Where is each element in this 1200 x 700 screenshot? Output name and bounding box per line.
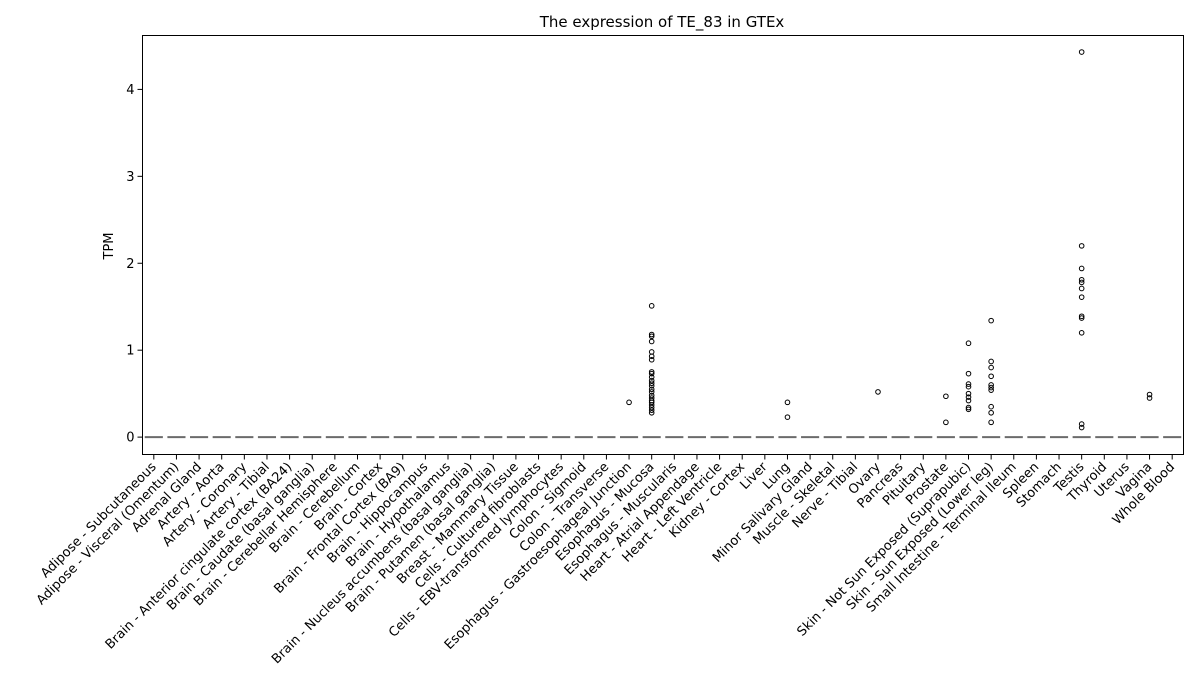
outlier-point [648,392,655,399]
outlier-point [648,404,655,411]
outlier-point [1078,285,1085,292]
outlier-point [1146,391,1153,398]
outlier-point [648,331,655,338]
outlier-point [648,389,655,395]
outlier-point [988,364,994,371]
outlier-point [965,390,972,397]
outlier-point [648,399,655,406]
outlier-point [1078,265,1085,272]
outlier-point [965,394,972,400]
outlier-point [648,380,655,387]
y-tick-label: 2 [126,257,134,272]
plot-frame [142,35,1184,455]
outlier-point [988,419,994,426]
y-axis: 0 1 2 3 4 [126,83,143,446]
y-axis-label: TPM [102,233,117,261]
outlier-point [965,383,972,390]
outlier-point [648,338,655,345]
outlier-point [965,406,972,413]
outlier-point [965,340,972,347]
outlier-point [1146,395,1153,401]
outlier-point [943,419,949,426]
y-tick-label: 3 [126,170,134,185]
outlier-point [965,381,972,387]
chart-title: The expression of TE_83 in GTEx [539,13,785,32]
outlier-point [648,407,655,413]
outlier-point [988,317,994,324]
y-tick-label: 1 [126,344,134,359]
outlier-point [626,399,632,406]
outlier-point [988,403,994,410]
outlier-point [1078,315,1085,321]
outlier-point [648,386,655,393]
outlier-point [965,370,972,377]
outlier-point [1078,313,1085,320]
outlier-point [648,333,655,340]
outlier-point [648,303,655,309]
outlier-point [988,387,994,393]
outlier-point [648,353,655,360]
outlier-point [1078,294,1085,300]
y-tick-label: 0 [126,431,134,446]
outlier-point [784,399,791,406]
outlier-point [648,402,655,408]
outlier-point [1078,243,1085,249]
outlier-point [988,358,994,365]
outlier-point [1078,421,1085,427]
outlier-point [648,383,655,389]
outlier-point [988,373,994,380]
outlier-point [875,389,881,395]
outlier-point [648,369,655,375]
outlier-point [943,393,949,400]
outlier-point [648,374,655,380]
outlier-point [1078,49,1085,55]
outlier-point [648,409,655,416]
outlier-point [1078,279,1085,286]
outlier-point [965,397,972,404]
outlier-point [1078,276,1085,283]
outlier-point [988,409,994,416]
outlier-point [784,414,791,420]
outlier-point [648,377,655,384]
outlier-point [988,384,994,391]
y-tick-label: 4 [126,83,134,98]
outlier-point [1078,329,1085,336]
outlier-point [648,370,655,377]
outlier-point [1078,424,1085,431]
outlier-point [648,356,655,363]
outlier-point [988,382,994,388]
plot-area [144,49,1182,439]
outlier-point [965,404,972,411]
